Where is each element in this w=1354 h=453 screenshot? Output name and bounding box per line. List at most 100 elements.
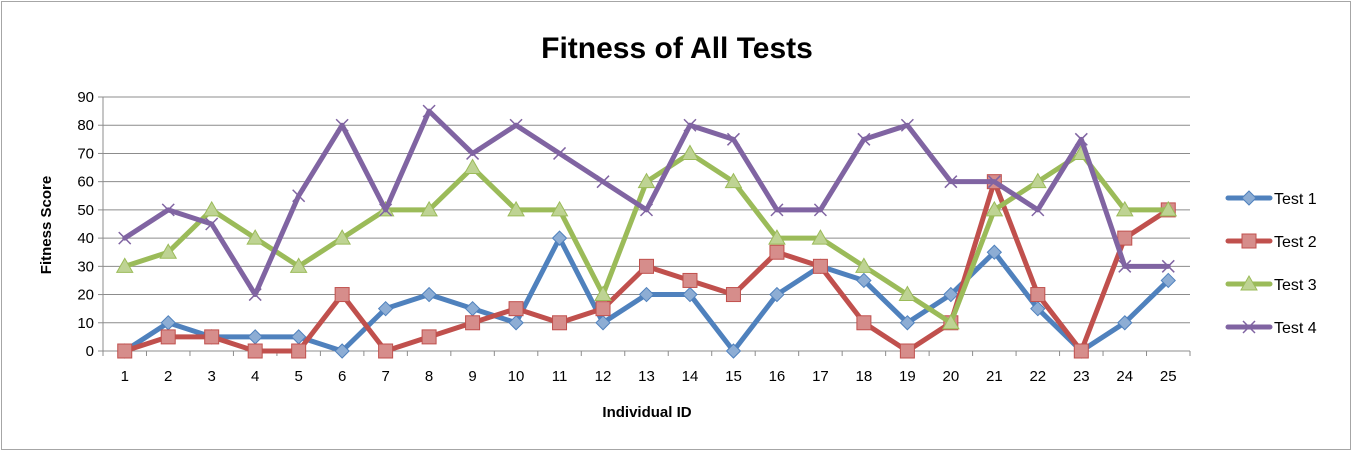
data-point [856,272,872,289]
chart-title: Fitness of All Tests [541,32,813,65]
y-tick-label: 30 [77,258,94,275]
x-tick-label: 22 [1029,368,1046,385]
data-point [466,146,480,160]
x-tick-label: 13 [638,368,655,385]
x-tick-label: 19 [899,368,916,385]
data-point [552,315,568,331]
data-point [1028,172,1047,189]
data-point [899,315,916,331]
data-point [683,118,697,132]
data-point [769,286,785,303]
data-point [986,244,1003,260]
data-point [682,272,698,288]
data-point [117,343,133,359]
data-point [1031,203,1045,217]
x-tick-label: 21 [986,368,1003,385]
data-point [334,287,350,303]
data-point [550,200,569,217]
x-tick-label: 1 [121,368,129,385]
x-tick-label: 7 [381,368,389,385]
legend: Test 1 Test 2 Test 3 Test 4 [1225,190,1317,337]
x-tick-label: 12 [595,368,612,385]
series-layer [115,104,1178,359]
y-tick-label: 20 [77,287,94,304]
data-point [246,229,265,245]
data-point [335,118,349,132]
x-axis-label: Individual ID [602,404,691,421]
data-point [857,132,871,146]
legend-item: Test 3 [1225,274,1317,294]
data-point [813,203,827,217]
y-tick-label: 80 [77,117,94,134]
data-point [985,200,1004,217]
data-point [508,315,524,331]
data-point [247,343,263,359]
x-tick-label: 20 [943,368,960,385]
data-point [639,203,654,217]
data-point [639,258,654,274]
data-point [377,300,394,317]
y-tick-label: 60 [77,174,94,191]
legend-marker [1242,320,1256,334]
data-point [855,257,873,273]
data-point [509,118,523,132]
data-point [725,343,742,359]
data-point [1117,315,1133,331]
data-point [944,175,958,189]
x-tick-label: 4 [251,368,259,385]
data-point [1160,272,1176,289]
data-point [160,329,176,345]
data-point [594,285,612,302]
series-4 [118,104,1175,302]
x-tick-label: 14 [682,368,699,385]
y-tick-label: 40 [77,230,94,247]
data-point [1117,230,1133,246]
data-point [248,288,262,302]
data-point [161,203,175,217]
x-tick-label: 24 [1116,368,1133,385]
legend-marker [1241,233,1257,249]
x-tick-label: 3 [208,368,216,385]
data-point [637,172,656,189]
data-point [725,287,741,303]
data-point [378,343,394,359]
y-tick-label: 0 [86,343,94,360]
data-point [507,200,525,217]
data-point [553,146,567,160]
data-point [768,229,786,245]
data-point [769,244,785,260]
legend-label: Test 3 [1274,277,1317,294]
data-point [115,257,134,273]
data-point [1159,200,1178,217]
y-tick-label: 10 [77,315,94,332]
x-tick-label: 2 [164,368,172,385]
data-point [900,118,914,132]
data-point [291,343,307,359]
data-point [682,286,698,303]
legend-marker [1241,190,1257,206]
data-point [422,104,436,118]
data-point [638,286,655,303]
data-point [202,200,221,217]
legend-label: Test 1 [1274,191,1317,208]
y-tick-label: 90 [77,89,94,106]
x-tick-label: 11 [552,368,568,385]
x-tick-label: 5 [294,368,302,385]
data-point [379,203,393,217]
data-point [596,175,610,189]
data-point [811,229,830,245]
x-tick-label: 6 [338,368,346,385]
data-point [1030,300,1046,317]
x-tick-label: 25 [1160,368,1177,385]
data-point [724,172,743,189]
data-point [508,301,524,317]
data-point [812,258,828,274]
data-point [465,315,481,331]
data-point [941,313,960,330]
x-tick-label: 18 [856,368,873,385]
legend-label: Test 2 [1274,234,1317,251]
data-point [1161,259,1175,273]
x-tick-label: 8 [425,368,433,385]
